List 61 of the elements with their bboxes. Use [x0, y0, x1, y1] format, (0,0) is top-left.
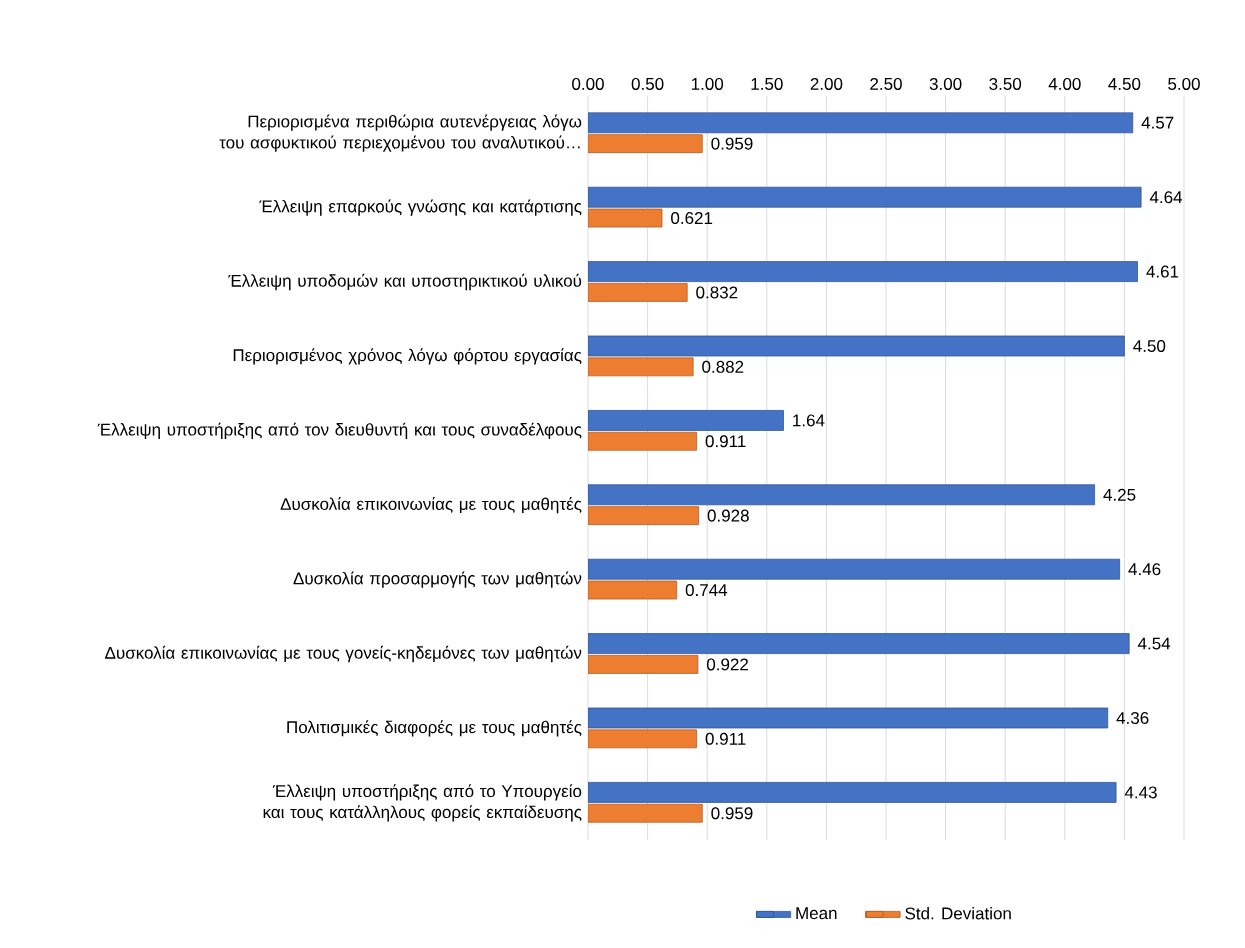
x-tick-label: 0.00: [572, 77, 604, 90]
data-label: 4.25: [1103, 488, 1136, 501]
data-label: 4.54: [1137, 637, 1171, 650]
data-label: 0.832: [696, 286, 738, 299]
bar: [588, 655, 699, 674]
data-label: 4.61: [1146, 265, 1179, 278]
data-label: 0.621: [671, 212, 713, 225]
data-label: 4.43: [1124, 786, 1157, 799]
data-label: 4.64: [1149, 191, 1183, 204]
y-tick-label: Περιορισμένα περιθώρια αυτενέργειας λόγω του ασφυκτικού περιεχομένου του αναλυτικού…: [219, 114, 582, 152]
data-label: 4.46: [1128, 563, 1161, 576]
y-tick-label: Έλλειψη επαρκούς γνώσης και κατάρτισης: [259, 199, 582, 216]
bar: [588, 112, 1134, 134]
data-label: 0.911: [705, 435, 746, 448]
y-tick-label: Δυσκολία προσαρμογής των μαθητών: [293, 571, 582, 588]
y-tick-label: Έλλειψη υποδομών και υποστηρικτικού υλικού: [228, 273, 582, 291]
data-label: 0.882: [702, 360, 744, 373]
bar: [588, 335, 1125, 357]
data-label: 1.64: [793, 414, 825, 427]
y-tick-label: Έλλειψη υποστήριξης από τον διευθυντή και τους συναδέλφους: [97, 422, 582, 439]
legend-label: Std. Deviation: [905, 906, 1011, 920]
bar: [588, 707, 1109, 729]
x-tick-label: 1.50: [751, 77, 783, 90]
data-label: 0.959: [711, 807, 753, 820]
bar: [588, 729, 697, 749]
data-label: 4.57: [1141, 116, 1174, 129]
bar: [588, 261, 1138, 282]
bar: [588, 431, 697, 451]
x-tick-label: 4.50: [1108, 77, 1141, 90]
bar: [588, 633, 1130, 654]
y-tick-label: Πολιτισμικές διαφορές με τους μαθητές: [287, 720, 582, 737]
bar: [588, 558, 1121, 580]
data-label: 0.911: [705, 732, 746, 745]
bar: [588, 506, 700, 526]
bar: [588, 357, 694, 377]
bar: [588, 782, 1117, 803]
bar: [588, 134, 703, 154]
x-tick-label: 2.00: [810, 77, 843, 90]
y-tick-label: Περιορισμένος χρόνος λόγω φόρτου εργασίας: [233, 348, 582, 365]
x-tick-label: 3.50: [989, 77, 1022, 90]
y-tick-label: Έλλειψη υποστήριξης από το Υπουργείο και τους κατάλληλους φορείς εκπαίδευσης: [263, 784, 582, 822]
x-tick-label: 5.00: [1168, 77, 1200, 90]
data-label: 4.36: [1116, 711, 1149, 724]
x-tick-label: 2.50: [870, 77, 902, 90]
data-label: 4.50: [1133, 339, 1166, 353]
bar: [588, 803, 703, 823]
bar: [588, 283, 688, 302]
x-tick-label: 0.50: [631, 77, 664, 90]
bar: [588, 484, 1096, 506]
data-label: 0.928: [707, 509, 749, 522]
y-tick-label: Δυσκολία επικοινωνίας με τους γονείς-κηδεμόνες των μαθητών: [105, 645, 582, 663]
data-label: 0.922: [706, 658, 748, 671]
data-label: 0.744: [685, 584, 728, 597]
data-label: 0.959: [711, 137, 753, 150]
x-tick-label: 1.00: [691, 77, 724, 90]
y-tick-label: Δυσκολία επικοινωνίας με τους μαθητές: [280, 497, 582, 514]
legend-label: Mean: [796, 907, 837, 920]
x-tick-label: 4.00: [1048, 77, 1081, 90]
bar: [588, 186, 1142, 208]
bar: [588, 410, 784, 431]
x-tick-label: 3.00: [929, 77, 962, 90]
